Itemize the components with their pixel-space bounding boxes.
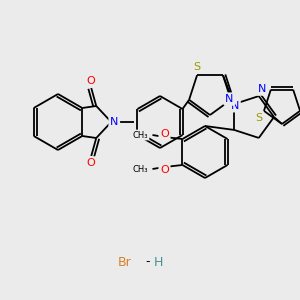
Text: H: H [154, 256, 164, 268]
Text: N: N [225, 94, 233, 104]
Text: N: N [231, 101, 239, 111]
Text: CH₃: CH₃ [133, 130, 148, 140]
Text: -: - [145, 256, 149, 268]
Text: S: S [255, 113, 262, 123]
Text: S: S [194, 62, 201, 72]
Text: O: O [160, 129, 169, 139]
Text: CH₃: CH₃ [133, 164, 148, 173]
Text: O: O [160, 165, 169, 175]
Text: N: N [110, 117, 118, 127]
Text: N: N [258, 84, 266, 94]
Text: Br: Br [118, 256, 132, 268]
Text: O: O [87, 158, 96, 168]
Text: O: O [87, 76, 96, 86]
